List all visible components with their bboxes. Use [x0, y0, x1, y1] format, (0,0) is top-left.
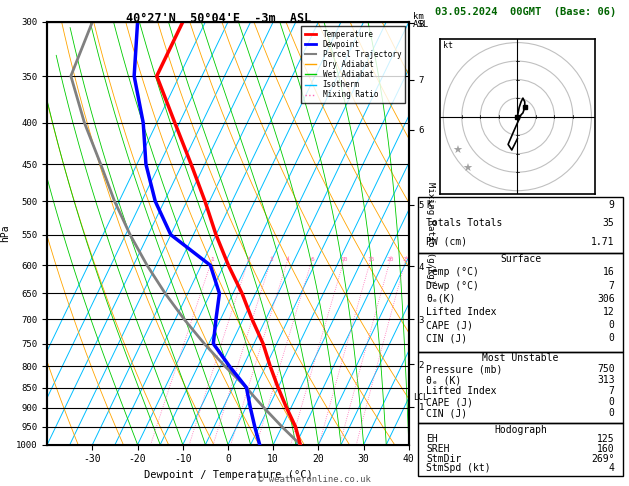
Text: ★: ★ [452, 146, 462, 156]
Text: Dewp (°C): Dewp (°C) [426, 280, 479, 291]
X-axis label: Dewpoint / Temperature (°C): Dewpoint / Temperature (°C) [143, 470, 313, 480]
Text: 35: 35 [603, 218, 615, 228]
Text: Surface: Surface [500, 254, 541, 264]
Text: ★: ★ [462, 164, 472, 174]
Text: 7: 7 [609, 386, 615, 396]
Text: 10: 10 [340, 257, 348, 262]
Y-axis label: Mixing Ratio (g/kg): Mixing Ratio (g/kg) [426, 182, 435, 284]
Text: CIN (J): CIN (J) [426, 408, 467, 418]
Text: 4: 4 [286, 257, 290, 262]
Text: 4: 4 [609, 463, 615, 473]
Text: 750: 750 [597, 364, 615, 374]
Text: CAPE (J): CAPE (J) [426, 320, 474, 330]
Text: km: km [413, 13, 424, 21]
Text: 03.05.2024  00GMT  (Base: 06): 03.05.2024 00GMT (Base: 06) [435, 7, 616, 17]
Text: 269°: 269° [591, 453, 615, 464]
Text: 313: 313 [597, 375, 615, 385]
Text: 0: 0 [609, 397, 615, 407]
Legend: Temperature, Dewpoint, Parcel Trajectory, Dry Adiabat, Wet Adiabat, Isotherm, Mi: Temperature, Dewpoint, Parcel Trajectory… [301, 26, 405, 103]
Text: 1: 1 [210, 257, 214, 262]
Text: Pressure (mb): Pressure (mb) [426, 364, 503, 374]
Text: K: K [426, 200, 432, 209]
Text: 0: 0 [609, 333, 615, 344]
Text: 306: 306 [597, 294, 615, 304]
Text: 9: 9 [609, 200, 615, 209]
Text: 125: 125 [597, 434, 615, 444]
Text: 12: 12 [603, 307, 615, 317]
Text: Temp (°C): Temp (°C) [426, 267, 479, 278]
Y-axis label: hPa: hPa [1, 225, 11, 242]
Text: 6: 6 [310, 257, 314, 262]
Text: 7: 7 [609, 280, 615, 291]
Text: SREH: SREH [426, 444, 450, 454]
Text: LCL: LCL [413, 393, 428, 402]
Text: 40°27'N  50°04'E  -3m  ASL: 40°27'N 50°04'E -3m ASL [126, 12, 311, 25]
Text: θₑ(K): θₑ(K) [426, 294, 456, 304]
Text: 15: 15 [367, 257, 375, 262]
Text: 3: 3 [269, 257, 273, 262]
Text: 1.71: 1.71 [591, 237, 615, 247]
Text: Hodograph: Hodograph [494, 425, 547, 434]
Text: θₑ (K): θₑ (K) [426, 375, 462, 385]
Text: 20: 20 [387, 257, 394, 262]
Text: 16: 16 [603, 267, 615, 278]
Text: PW (cm): PW (cm) [426, 237, 467, 247]
Bar [418, 423, 623, 476]
Text: ASL: ASL [413, 20, 430, 29]
Text: 0: 0 [609, 320, 615, 330]
Text: 0: 0 [609, 408, 615, 418]
Text: EH: EH [426, 434, 438, 444]
Text: Lifted Index: Lifted Index [426, 386, 497, 396]
Text: Totals Totals: Totals Totals [426, 218, 503, 228]
Text: StmSpd (kt): StmSpd (kt) [426, 463, 491, 473]
Text: 2: 2 [247, 257, 250, 262]
Bar [418, 197, 623, 253]
Text: CIN (J): CIN (J) [426, 333, 467, 344]
Text: 160: 160 [597, 444, 615, 454]
Text: 25: 25 [402, 257, 409, 262]
Bar [418, 352, 623, 423]
Text: Most Unstable: Most Unstable [482, 353, 559, 364]
Bar [418, 253, 623, 352]
Text: StmDir: StmDir [426, 453, 462, 464]
Text: Lifted Index: Lifted Index [426, 307, 497, 317]
Text: CAPE (J): CAPE (J) [426, 397, 474, 407]
Text: kt: kt [443, 41, 454, 50]
Text: © weatheronline.co.uk: © weatheronline.co.uk [258, 474, 371, 484]
